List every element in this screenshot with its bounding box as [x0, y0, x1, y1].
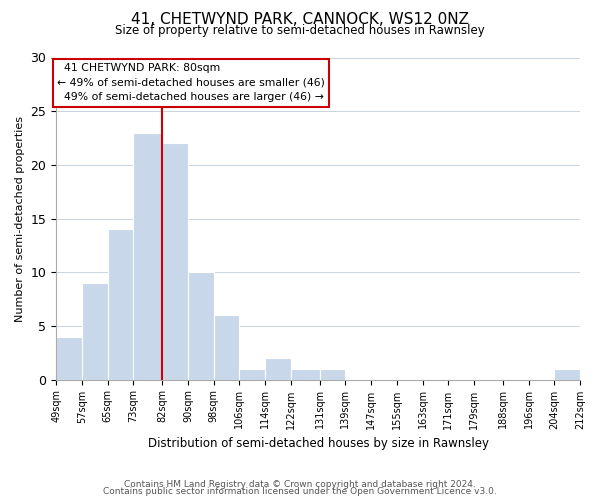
- Bar: [133, 132, 162, 380]
- Bar: [82, 283, 107, 380]
- Text: Contains HM Land Registry data © Crown copyright and database right 2024.: Contains HM Land Registry data © Crown c…: [124, 480, 476, 489]
- Text: Contains public sector information licensed under the Open Government Licence v3: Contains public sector information licen…: [103, 487, 497, 496]
- Text: 41 CHETWYND PARK: 80sqm
← 49% of semi-detached houses are smaller (46)
  49% of : 41 CHETWYND PARK: 80sqm ← 49% of semi-de…: [57, 63, 325, 102]
- Bar: [107, 230, 133, 380]
- Bar: [554, 369, 580, 380]
- Bar: [265, 358, 291, 380]
- Text: Size of property relative to semi-detached houses in Rawnsley: Size of property relative to semi-detach…: [115, 24, 485, 37]
- Bar: [214, 315, 239, 380]
- Bar: [188, 272, 214, 380]
- Bar: [56, 336, 82, 380]
- Bar: [291, 369, 320, 380]
- Bar: [162, 144, 188, 380]
- Bar: [239, 369, 265, 380]
- X-axis label: Distribution of semi-detached houses by size in Rawnsley: Distribution of semi-detached houses by …: [148, 437, 488, 450]
- Y-axis label: Number of semi-detached properties: Number of semi-detached properties: [15, 116, 25, 322]
- Bar: [320, 369, 346, 380]
- Text: 41, CHETWYND PARK, CANNOCK, WS12 0NZ: 41, CHETWYND PARK, CANNOCK, WS12 0NZ: [131, 12, 469, 28]
